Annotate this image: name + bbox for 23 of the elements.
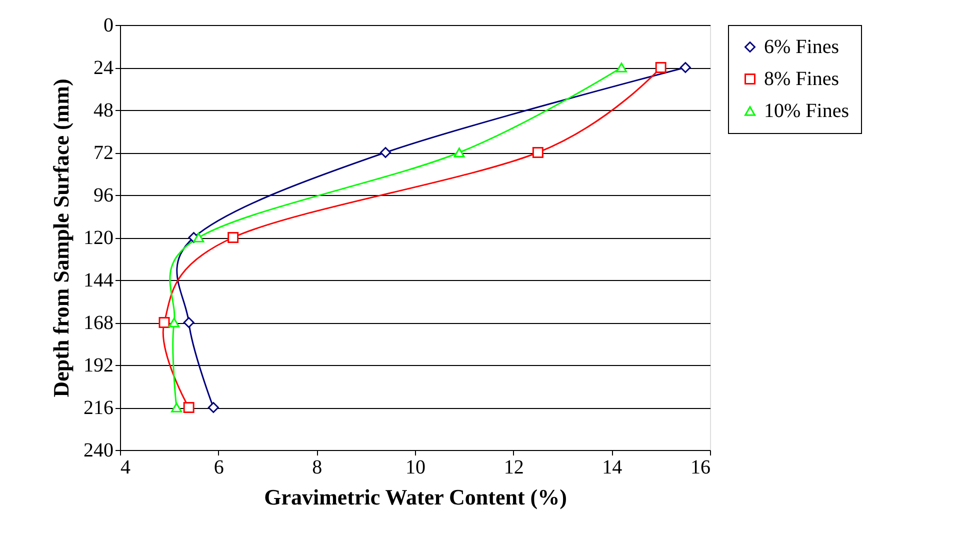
y-tick-label: 240 — [84, 440, 114, 462]
x-tick-label: 10 — [406, 456, 426, 478]
y-tick-label: 24 — [94, 57, 114, 79]
legend-label: 8% Fines — [764, 68, 840, 90]
x-tick-label: 12 — [504, 456, 524, 478]
x-tick-label: 14 — [602, 456, 622, 478]
x-tick-label: 8 — [312, 456, 322, 478]
x-axis-title: Gravimetric Water Content (%) — [264, 484, 567, 510]
x-tick-label: 16 — [690, 456, 710, 478]
y-tick-label: 216 — [84, 397, 114, 419]
y-tick-label: 48 — [94, 100, 114, 122]
legend-label: 10% Fines — [764, 100, 850, 122]
y-tick-label: 192 — [84, 354, 114, 376]
y-tick-label: 168 — [84, 312, 114, 334]
x-tick-label: 4 — [120, 456, 130, 478]
y-axis-title: Depth from Sample Surface (mm) — [48, 78, 74, 398]
y-tick-label: 96 — [94, 184, 114, 206]
y-tick-label: 0 — [104, 14, 114, 36]
y-tick-label: 120 — [84, 227, 114, 249]
x-tick-label: 6 — [214, 456, 224, 478]
y-tick-label: 72 — [94, 142, 114, 164]
y-tick-label: 144 — [84, 270, 114, 292]
legend-label: 6% Fines — [764, 36, 840, 58]
